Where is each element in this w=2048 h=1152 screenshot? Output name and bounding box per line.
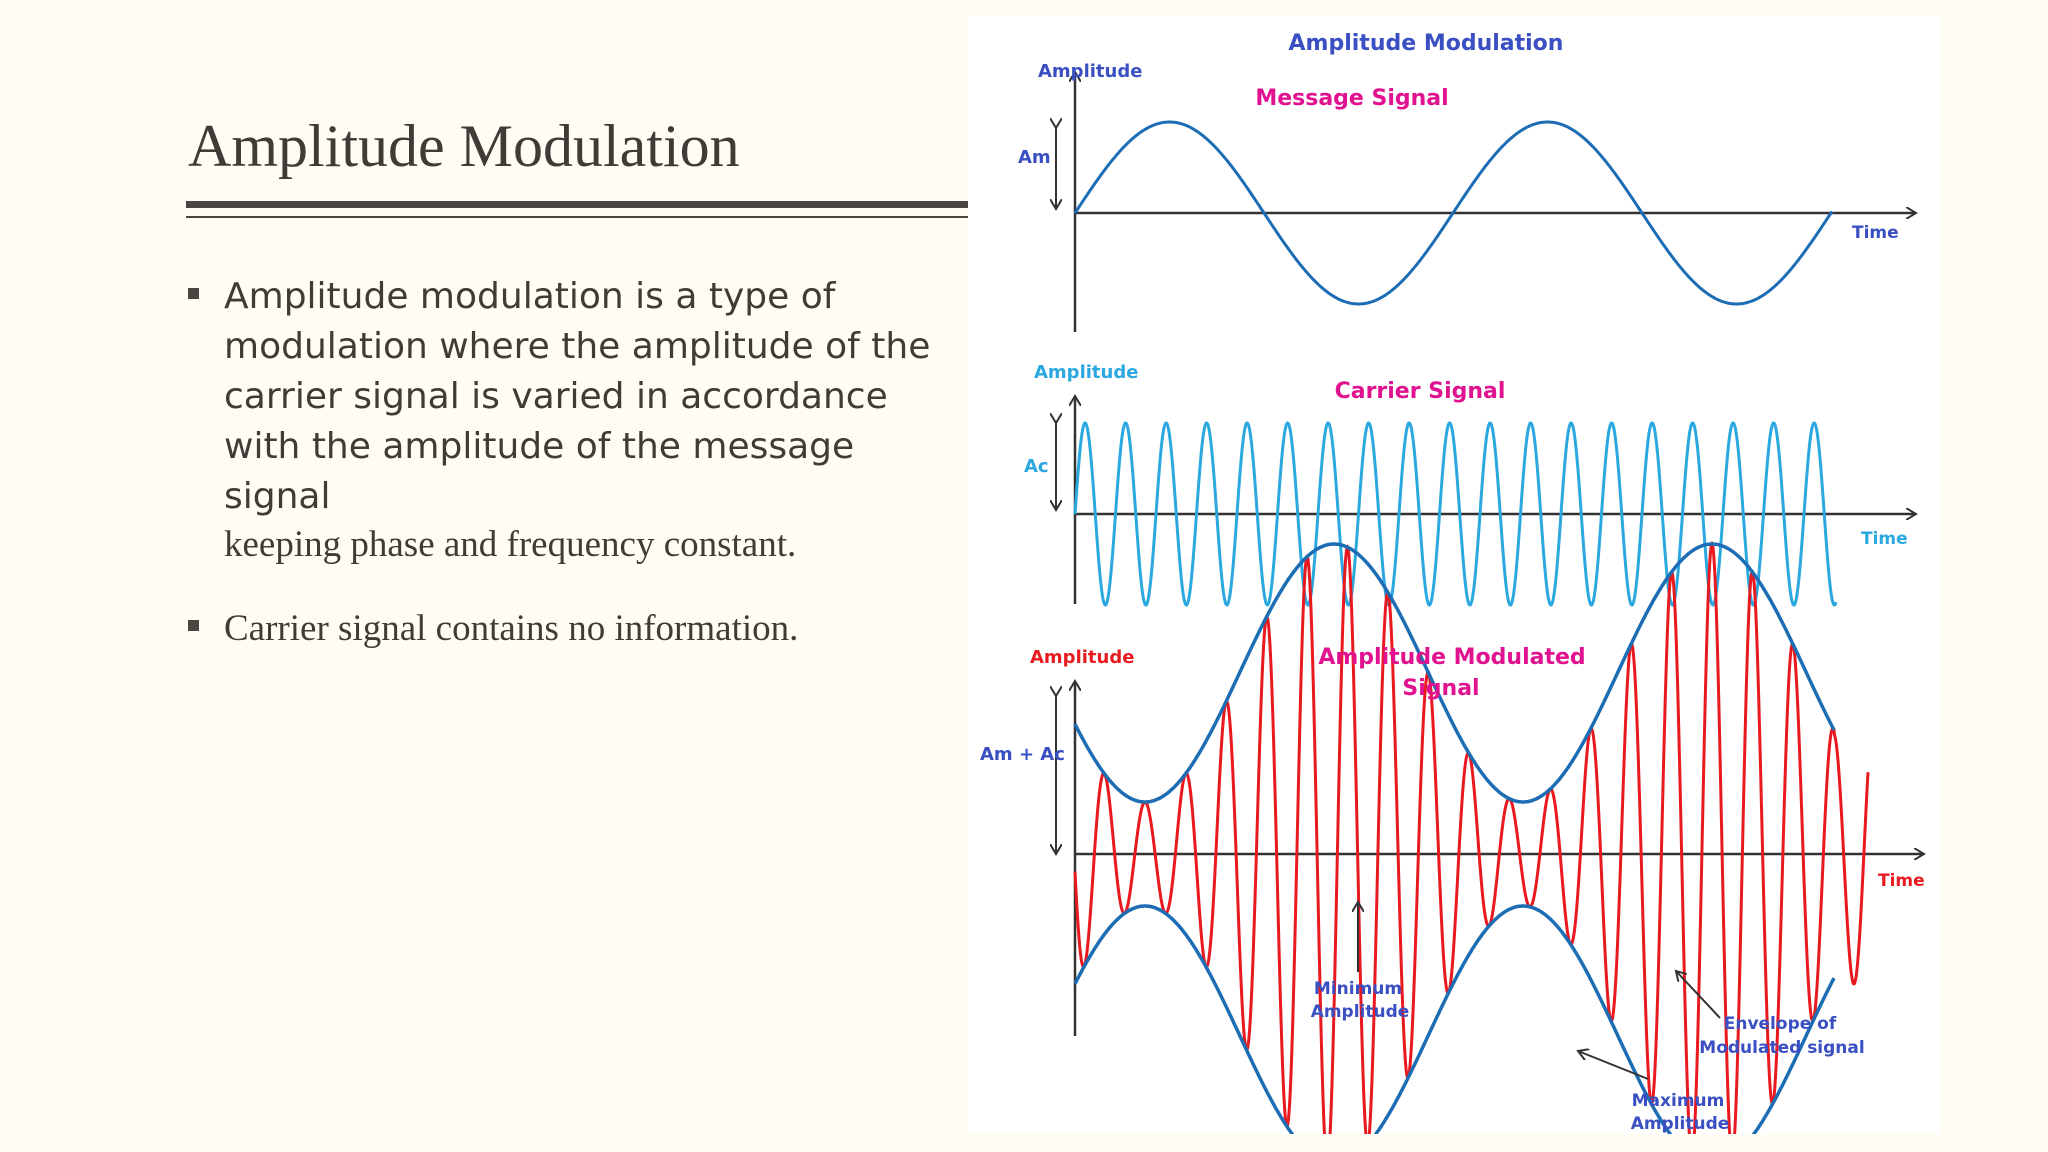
envelope-arrow (1676, 971, 1721, 1019)
modulated-y-label: Amplitude (1030, 647, 1134, 668)
minimum-amplitude-label-1: Minimum (1314, 979, 1402, 999)
bullet-text-carrier: Carrier signal contains no information. (224, 608, 799, 649)
message-panel: Amplitude Message Signal Am Time (1018, 61, 1916, 332)
bullet-list: Amplitude modulation is a type of modula… (188, 272, 968, 654)
am-diagram: Amplitude Modulation Amplitude Message S… (980, 31, 1940, 1134)
envelope-label-2: Modulated signal (1699, 1038, 1864, 1058)
message-signal-wave (1073, 120, 1834, 306)
figure-title: Amplitude Modulation (1289, 31, 1564, 56)
envelope-label-1: Envelope of (1724, 1014, 1837, 1034)
maximum-amplitude-arrow (1578, 1051, 1649, 1080)
modulated-amp-label: Am + Ac (980, 744, 1065, 765)
carrier-amp-label: Ac (1024, 456, 1049, 477)
bullet-text-am-definition: Amplitude modulation is a type of modula… (224, 276, 931, 517)
carrier-heading: Carrier Signal (1335, 379, 1506, 404)
envelope-upper (1073, 542, 1836, 804)
minimum-amplitude-label-2: Amplitude (1311, 1002, 1410, 1022)
carrier-panel: Amplitude Carrier Signal Ac Time (1024, 362, 1916, 607)
carrier-y-label: Amplitude (1034, 362, 1138, 383)
modulated-heading-line1: Amplitude Modulated (1318, 645, 1585, 670)
bullet-item: Carrier signal contains no information. (188, 604, 968, 654)
message-x-label: Time (1852, 223, 1899, 243)
title-rule-thin (186, 216, 972, 218)
message-amp-label: Am (1018, 147, 1051, 168)
maximum-amplitude-label-1: Maximum (1632, 1091, 1725, 1111)
bullet-text-am-definition-end: keeping phase and frequency constant. (224, 524, 797, 565)
square-bullet-icon (188, 288, 199, 299)
bullet-item: Amplitude modulation is a type of modula… (188, 272, 968, 570)
title-rule-thick (186, 201, 972, 208)
carrier-x-label: Time (1861, 529, 1908, 549)
slide-title: Amplitude Modulation (188, 113, 740, 179)
modulated-panel: Amplitude Amplitude Modulated Signal Am … (980, 540, 1925, 1134)
modulated-x-label: Time (1878, 871, 1925, 891)
modulated-heading-line2: Signal (1402, 676, 1479, 701)
square-bullet-icon (188, 620, 199, 631)
maximum-amplitude-label-2: Amplitude (1631, 1114, 1730, 1134)
envelope-lower (1073, 904, 1836, 1134)
am-diagram-figure: Amplitude Modulation Amplitude Message S… (968, 16, 1940, 1134)
message-y-label: Amplitude (1038, 61, 1142, 82)
message-heading: Message Signal (1255, 86, 1448, 111)
